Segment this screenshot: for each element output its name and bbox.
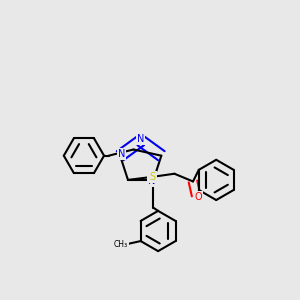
Text: N: N [118, 149, 125, 159]
Text: S: S [150, 172, 156, 182]
Text: O: O [195, 192, 203, 202]
Text: N: N [137, 134, 144, 144]
Text: N: N [148, 176, 156, 187]
Text: CH₃: CH₃ [114, 240, 128, 249]
